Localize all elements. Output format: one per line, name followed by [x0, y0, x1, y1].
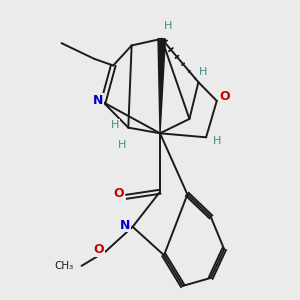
- Text: N: N: [93, 94, 104, 107]
- Text: H: H: [213, 136, 221, 146]
- Text: O: O: [93, 243, 104, 256]
- Text: O: O: [113, 187, 124, 200]
- Text: H: H: [211, 138, 219, 148]
- Text: H: H: [164, 21, 172, 32]
- Polygon shape: [158, 39, 165, 133]
- Text: CH₃: CH₃: [54, 261, 73, 271]
- Text: H: H: [117, 140, 126, 150]
- Text: O: O: [220, 90, 230, 104]
- Text: H: H: [111, 120, 119, 130]
- Text: H: H: [199, 67, 208, 77]
- Text: N: N: [120, 219, 130, 232]
